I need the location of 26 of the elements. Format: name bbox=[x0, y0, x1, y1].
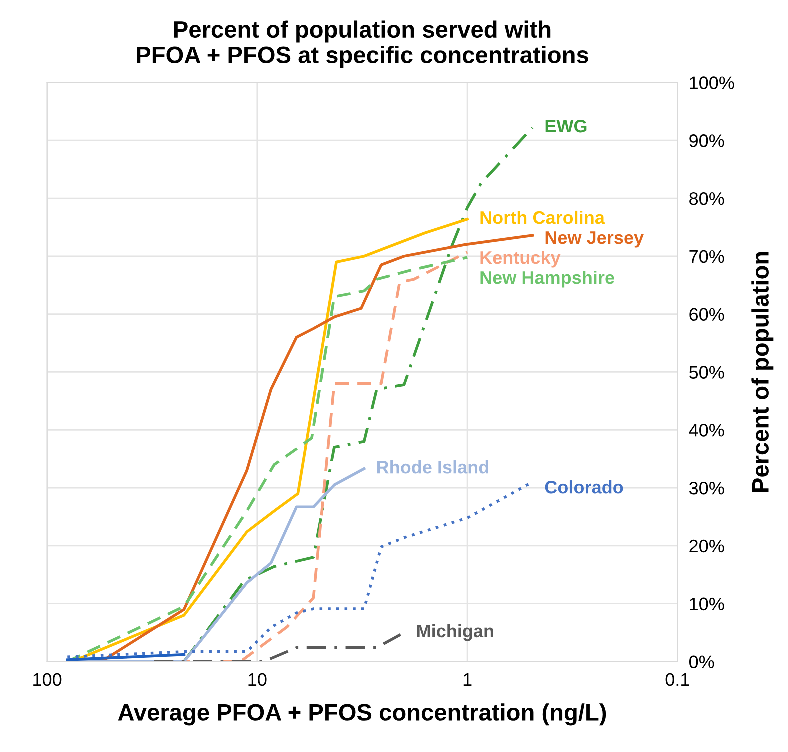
y-tick-label: 0% bbox=[689, 656, 714, 668]
x-tick-label: 0.1 bbox=[666, 673, 690, 686]
series-label: Colorado bbox=[545, 480, 624, 494]
x-tick-label: 10 bbox=[248, 673, 267, 686]
y-tick-label: 10% bbox=[690, 598, 724, 611]
series-label: EWG bbox=[546, 120, 587, 133]
x-tick-label: 1 bbox=[464, 674, 472, 686]
series-label: North Carolina bbox=[480, 210, 606, 224]
y-tick-label: 70% bbox=[690, 250, 724, 264]
x-tick-label: 100 bbox=[34, 673, 62, 686]
x-axis-title: Average PFOA + PFOS concentration (ng/L) bbox=[118, 704, 606, 726]
y-tick-label: 90% bbox=[690, 134, 724, 148]
series-label: Kentucky bbox=[480, 250, 561, 268]
y-tick-label: 80% bbox=[690, 192, 724, 206]
y-tick-label: 60% bbox=[690, 308, 724, 322]
series-label: Michigan bbox=[418, 624, 494, 642]
series-label: Rhode Island bbox=[378, 460, 488, 474]
series-label: New Hampshire bbox=[480, 270, 614, 288]
y-tick-label: 40% bbox=[689, 424, 724, 437]
y-tick-label: 100% bbox=[690, 76, 734, 90]
series-label: New Jersey bbox=[546, 232, 644, 248]
y-tick-label: 20% bbox=[690, 540, 724, 553]
y-axis-title: Percent of population bbox=[752, 252, 774, 492]
chart-title: Percent of population served with PFOA + PFOS at specific concentrations bbox=[137, 20, 588, 68]
y-tick-label: 50% bbox=[690, 366, 724, 379]
y-tick-label: 30% bbox=[689, 482, 724, 495]
